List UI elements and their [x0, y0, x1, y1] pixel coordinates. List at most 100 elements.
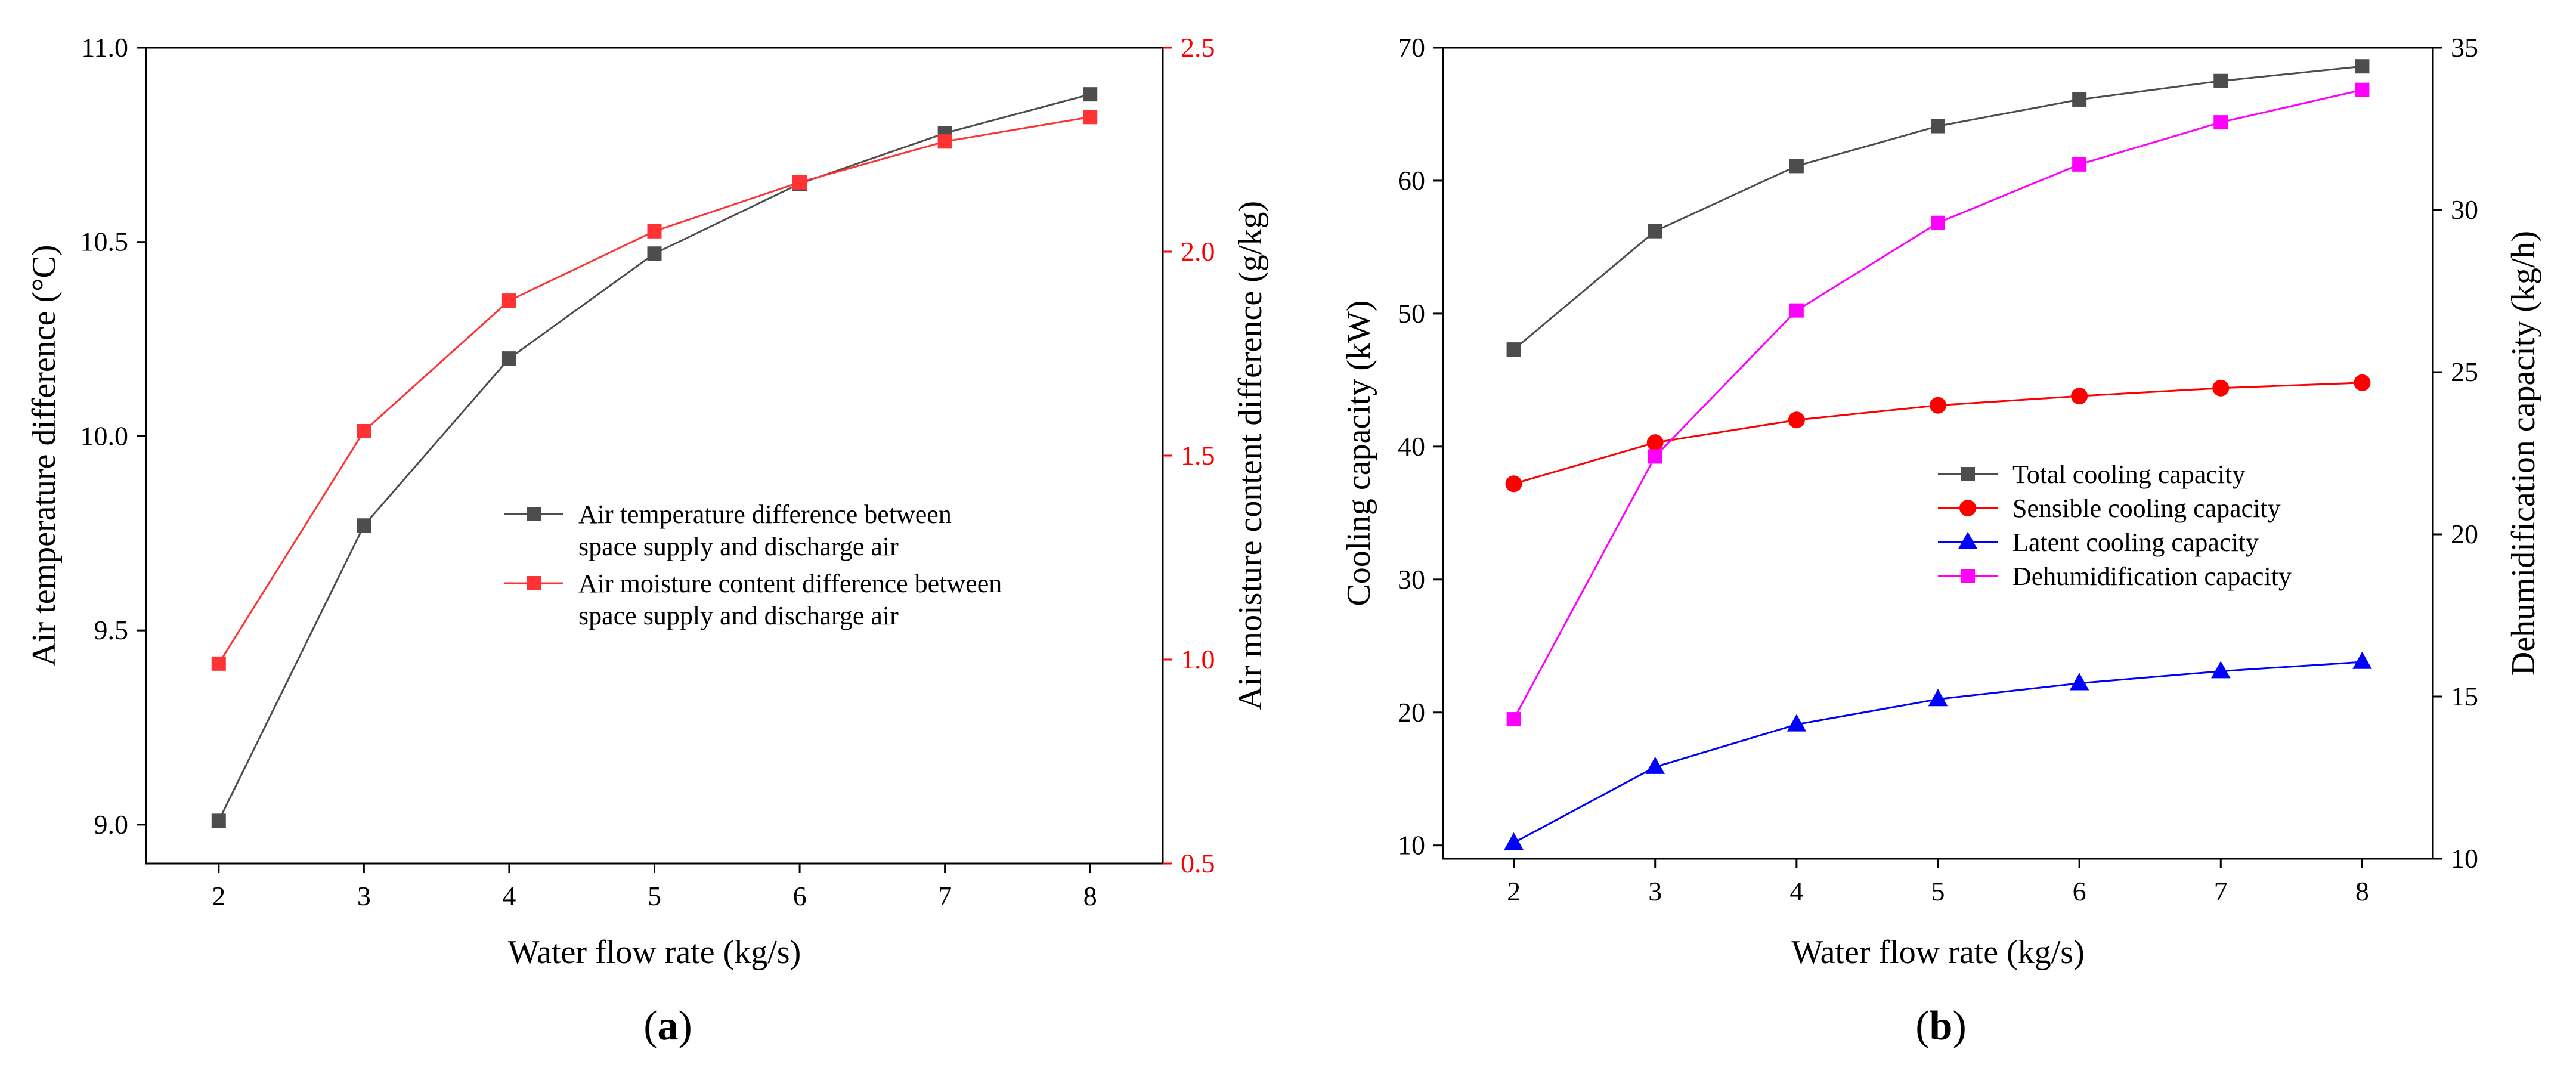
data-point — [1083, 110, 1098, 125]
y-right-tick-label: 10 — [2451, 843, 2478, 874]
legend-marker — [1961, 569, 1975, 583]
data-point — [357, 423, 371, 438]
y-left-tick-label: 10 — [1398, 830, 1425, 861]
series-0 — [211, 87, 1098, 828]
data-point — [2072, 92, 2087, 107]
x-tick-label: 4 — [502, 881, 516, 911]
data-point — [2211, 661, 2231, 679]
data-point — [1646, 434, 1664, 451]
legend-label: Total cooling capacity — [2012, 460, 2245, 489]
data-point — [2355, 82, 2370, 97]
legend: Air temperature difference between space … — [504, 500, 1002, 630]
data-point — [1928, 689, 1948, 707]
data-point — [1648, 449, 1662, 464]
data-point — [1083, 87, 1098, 102]
data-point — [1504, 832, 1524, 850]
y-left-tick-label: 70 — [1398, 32, 1425, 63]
data-point — [1789, 303, 1804, 318]
y-right-tick-label: 0.5 — [1181, 848, 1215, 878]
y-left-tick-label: 9.5 — [94, 615, 129, 645]
legend-marker — [527, 507, 541, 521]
legend-marker — [527, 576, 541, 590]
data-point — [1789, 159, 1804, 174]
data-point — [1931, 119, 1945, 134]
panel-b: 2 3 4 5 6 7 8 10 20 30 40 50 60 70 10 15 20 25 30 35 Water f… — [1340, 32, 2542, 1049]
x-tick-label: 5 — [648, 881, 661, 911]
data-point — [211, 813, 226, 828]
y-right-tick-label: 15 — [2451, 681, 2478, 711]
x-tick-label: 8 — [1083, 881, 1097, 911]
x-tick-label: 5 — [1931, 876, 1945, 906]
x-tick-label: 8 — [2355, 876, 2369, 906]
y-left-axis-title: Cooling capacity (kW) — [1340, 300, 1377, 606]
data-point — [2072, 157, 2087, 172]
series-0 — [1506, 59, 2370, 357]
panel-label-letter: b — [1930, 1003, 1953, 1049]
legend-label: space supply and discharge air — [578, 532, 899, 561]
series-3 — [1506, 82, 2370, 727]
y-right-tick-label: 25 — [2451, 357, 2478, 387]
x-tick-label: 6 — [2073, 876, 2086, 906]
data-point — [1506, 712, 1521, 727]
data-point — [2354, 374, 2371, 391]
data-point — [2352, 651, 2372, 669]
y-left-tick-label: 10.0 — [80, 420, 129, 451]
y-left-tick-label: 10.5 — [80, 227, 129, 257]
legend-marker — [1958, 531, 1978, 549]
data-point — [2213, 115, 2228, 130]
legend-label: Air temperature difference between — [578, 500, 952, 529]
series-1 — [211, 110, 1098, 671]
data-point — [1648, 224, 1662, 239]
x-tick-label: 7 — [938, 881, 952, 911]
y-right-tick-label: 1.0 — [1181, 644, 1215, 674]
x-tick-label: 2 — [1507, 876, 1521, 906]
y-left-tick-label: 11.0 — [81, 32, 128, 63]
data-point — [1787, 714, 1807, 732]
y-right-tick-label: 20 — [2451, 519, 2478, 549]
x-tick-label: 3 — [1648, 876, 1662, 906]
plot-frame — [1442, 47, 2434, 860]
y-right-tick-label: 2.5 — [1181, 32, 1215, 63]
series-2 — [1504, 651, 2372, 850]
x-tick-label: 6 — [793, 881, 807, 911]
data-point — [501, 351, 516, 366]
y-left-tick-label: 20 — [1398, 697, 1425, 728]
x-axis-title: Water flow rate (kg/s) — [1791, 934, 2085, 971]
data-point — [792, 175, 807, 190]
data-point — [647, 246, 662, 261]
x-tick-label: 2 — [212, 881, 225, 911]
panel-label-close-paren: ) — [679, 1003, 692, 1049]
x-tick-label: 4 — [1789, 876, 1803, 906]
data-point — [1788, 411, 1805, 429]
series-line — [1513, 65, 2363, 351]
data-point — [647, 224, 662, 239]
x-axis-title: Water flow rate (kg/s) — [508, 934, 801, 971]
data-point — [1506, 342, 1521, 357]
data-point — [2355, 59, 2370, 74]
y-left-axis-title: Air temperature difference (°C) — [26, 245, 63, 667]
legend-label: Latent cooling capacity — [2012, 528, 2259, 557]
data-point — [1505, 475, 1522, 493]
y-left-tick-label: 40 — [1398, 431, 1425, 462]
y-right-axis-title: Dehumidification capacity (kg/h) — [2505, 231, 2542, 676]
plot-frame — [145, 47, 1164, 865]
y-right-tick-label: 1.5 — [1181, 440, 1215, 471]
legend-label: Air moisture content difference between — [578, 569, 1002, 598]
legend-marker — [1959, 500, 1976, 516]
y-right-axis-title: Air moisture content difference (g/kg) — [1232, 201, 1269, 710]
legend-marker — [1961, 467, 1975, 481]
panel-label: (b) — [1915, 1003, 1967, 1049]
data-point — [2212, 379, 2230, 397]
data-point — [2213, 73, 2228, 88]
x-tick-label: 3 — [357, 881, 371, 911]
data-point — [1930, 397, 1946, 414]
legend-label: Sensible cooling capacity — [2012, 494, 2281, 523]
legend-label: Dehumidification capacity — [2012, 562, 2292, 591]
y-right-tick-label: 2.0 — [1181, 236, 1215, 267]
panel-label: (a) — [643, 1003, 692, 1049]
x-tick-label: 7 — [2214, 876, 2228, 906]
data-point — [1645, 756, 1665, 774]
panel-label-letter: a — [658, 1003, 679, 1049]
data-point — [2069, 673, 2089, 691]
